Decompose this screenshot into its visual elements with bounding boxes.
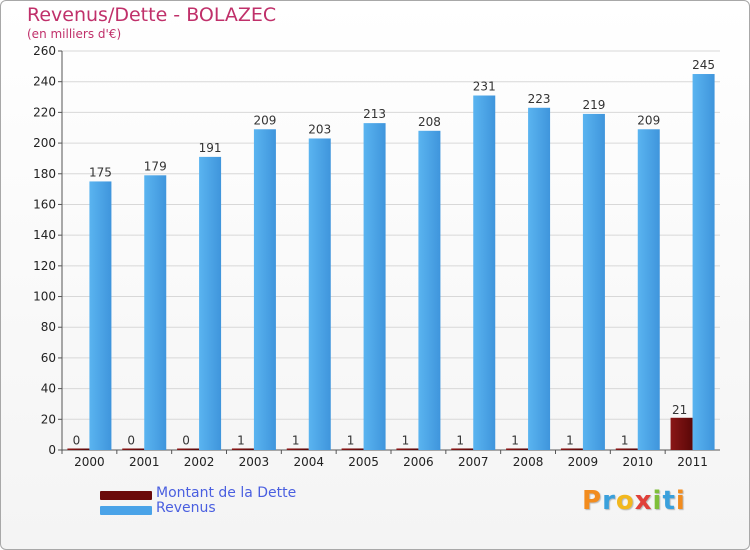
proxiti-logo: Proxiti [582, 486, 686, 516]
data-label-revenus: 209 [253, 113, 276, 127]
data-label-revenus: 213 [363, 107, 386, 121]
bar-dette [122, 448, 145, 450]
data-label-dette: 1 [292, 433, 300, 447]
bar-revenus [199, 156, 222, 450]
bar-revenus [418, 130, 441, 451]
bar-revenus [582, 113, 605, 451]
y-tick-label: 200 [33, 136, 56, 150]
bar-revenus [363, 123, 386, 450]
bar-revenus [637, 129, 660, 450]
logo-letter: t [662, 486, 676, 516]
x-tick-label: 2002 [184, 455, 215, 469]
y-tick-label: 260 [33, 44, 56, 58]
x-tick-label: 2000 [74, 455, 105, 469]
logo-letter: P [582, 486, 603, 516]
legend-label-revenus: Revenus [156, 500, 216, 516]
bar-dette [506, 448, 529, 450]
logo-letter: o [615, 486, 635, 516]
data-label-dette: 1 [347, 433, 355, 447]
data-label-revenus: 245 [692, 58, 715, 72]
bar-revenus [89, 181, 112, 450]
y-tick-label: 0 [48, 443, 56, 457]
data-label-dette: 0 [127, 434, 135, 448]
bar-revenus [528, 107, 551, 451]
data-label-revenus: 208 [418, 115, 441, 129]
logo-letter: r [602, 486, 616, 516]
data-label-revenus: 203 [308, 122, 331, 136]
bar-dette [615, 448, 638, 450]
legend-swatch-dette [100, 491, 152, 500]
x-tick-label: 2003 [239, 455, 270, 469]
y-tick-label: 60 [41, 351, 56, 365]
bar-dette [177, 448, 200, 450]
y-tick-label: 120 [33, 259, 56, 273]
data-label-dette: 0 [73, 434, 81, 448]
x-tick-label: 2011 [677, 455, 708, 469]
data-label-dette: 1 [511, 433, 519, 447]
chart-title: Revenus/Dette - BOLAZEC [27, 4, 277, 26]
data-label-dette: 0 [182, 434, 190, 448]
data-label-dette: 1 [456, 433, 464, 447]
bar-dette [670, 417, 693, 450]
bar-dette [231, 448, 254, 450]
bar-dette [286, 448, 309, 450]
y-tick-label: 80 [41, 320, 56, 334]
logo-letter: i [652, 486, 663, 516]
data-label-revenus: 209 [637, 113, 660, 127]
legend-swatch-revenus [100, 506, 152, 515]
data-label-dette: 1 [402, 433, 410, 447]
data-label-dette: 1 [621, 433, 629, 447]
data-label-revenus: 223 [528, 92, 551, 106]
bar-revenus [144, 175, 167, 451]
x-tick-label: 2001 [129, 455, 160, 469]
x-tick-label: 2005 [348, 455, 379, 469]
logo-letter: i [675, 486, 686, 516]
bar-revenus [473, 95, 496, 450]
data-label-dette: 1 [566, 433, 574, 447]
data-label-revenus: 175 [89, 165, 112, 179]
x-tick-label: 2009 [568, 455, 599, 469]
x-tick-label: 2006 [403, 455, 434, 469]
data-label-revenus: 231 [473, 80, 496, 94]
chart-subtitle: (en milliers d'€) [27, 27, 122, 41]
y-tick-label: 20 [41, 412, 56, 426]
bar-revenus [692, 74, 715, 451]
data-label-dette: 1 [237, 433, 245, 447]
bar-dette [67, 448, 90, 450]
bar-dette [451, 448, 474, 450]
y-tick-label: 180 [33, 167, 56, 181]
data-label-dette: 21 [672, 403, 687, 417]
data-label-revenus: 219 [582, 98, 605, 112]
bar-dette [560, 448, 583, 450]
x-tick-label: 2007 [458, 455, 489, 469]
x-tick-label: 2004 [293, 455, 324, 469]
data-label-revenus: 179 [144, 159, 167, 173]
bar-dette [341, 448, 364, 450]
legend-label-dette: Montant de la Dette [156, 485, 297, 501]
bar-revenus [253, 129, 276, 450]
bar-revenus [308, 138, 331, 450]
logo-letter: x [634, 486, 653, 516]
y-tick-label: 40 [41, 382, 56, 396]
bar-dette [396, 448, 419, 450]
data-label-revenus: 191 [199, 141, 222, 155]
y-tick-label: 140 [33, 228, 56, 242]
x-tick-label: 2008 [513, 455, 544, 469]
y-tick-label: 100 [33, 290, 56, 304]
y-tick-label: 220 [33, 105, 56, 119]
y-tick-label: 240 [33, 75, 56, 89]
x-tick-label: 2010 [622, 455, 653, 469]
y-tick-label: 160 [33, 197, 56, 211]
